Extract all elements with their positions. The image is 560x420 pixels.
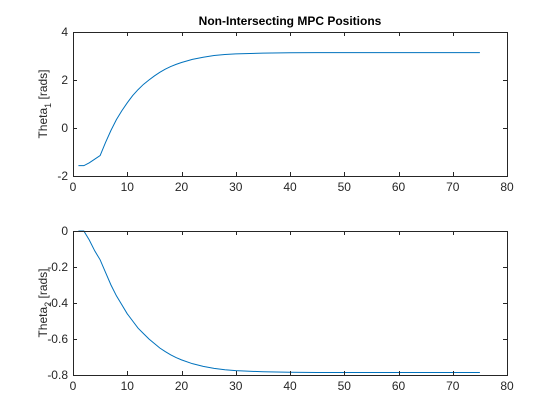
- y-tick-label-1-3: 4: [61, 25, 68, 39]
- y-tick-label-2-0: -0.8: [47, 368, 68, 382]
- y-axis-label-units-2: [rads]: [36, 268, 50, 301]
- x-tick-label-2-3: 30: [229, 379, 243, 393]
- chart-title: Non-Intersecting MPC Positions: [199, 14, 382, 28]
- y-tick-label-2-1: -0.6: [47, 332, 68, 346]
- series-line-1-1: [78, 52, 480, 167]
- y-axis-label-subscript-1: 1: [43, 103, 53, 108]
- y-tick-label-2-4: 0: [61, 224, 68, 238]
- x-tick-label-2-0: 0: [70, 379, 77, 393]
- x-tick-label-2-1: 10: [121, 379, 135, 393]
- x-tick-label-1-5: 50: [338, 180, 352, 194]
- y-axis-label-2: Theta2 [rads]: [36, 268, 53, 337]
- x-tick-label-2-8: 80: [500, 379, 514, 393]
- y-tick-label-1-1: 0: [61, 121, 68, 135]
- y-tick-label-1-0: -2: [57, 169, 68, 183]
- y-tick-label-2-2: -0.4: [47, 296, 68, 310]
- y-axis-label-1: Theta1 [rads]: [36, 69, 53, 138]
- x-tick-label-1-6: 60: [392, 180, 406, 194]
- x-tick-label-2-6: 60: [392, 379, 406, 393]
- axes-1-background: [73, 32, 507, 176]
- y-tick-label-1-2: 2: [61, 73, 68, 87]
- x-tick-label-1-1: 10: [121, 180, 135, 194]
- axes-2-background: [73, 231, 507, 375]
- x-tick-label-1-4: 40: [283, 180, 297, 194]
- x-tick-label-1-8: 80: [500, 180, 514, 194]
- x-tick-label-2-7: 70: [446, 379, 460, 393]
- x-tick-label-1-2: 20: [175, 180, 189, 194]
- y-tick-label-2-3: -0.2: [47, 260, 68, 274]
- x-tick-label-1-3: 30: [229, 180, 243, 194]
- y-axis-label-base-1: Theta: [36, 108, 50, 139]
- y-axis-label-subscript-2: 2: [43, 302, 53, 307]
- x-tick-label-1-7: 70: [446, 180, 460, 194]
- y-axis-label-units-1: [rads]: [36, 69, 50, 102]
- x-tick-label-2-4: 40: [283, 379, 297, 393]
- y-axis-label-base-2: Theta: [36, 307, 50, 338]
- x-tick-label-2-5: 50: [338, 379, 352, 393]
- series-line-2-1: [78, 230, 480, 373]
- x-tick-label-1-0: 0: [70, 180, 77, 194]
- x-tick-label-2-2: 20: [175, 379, 189, 393]
